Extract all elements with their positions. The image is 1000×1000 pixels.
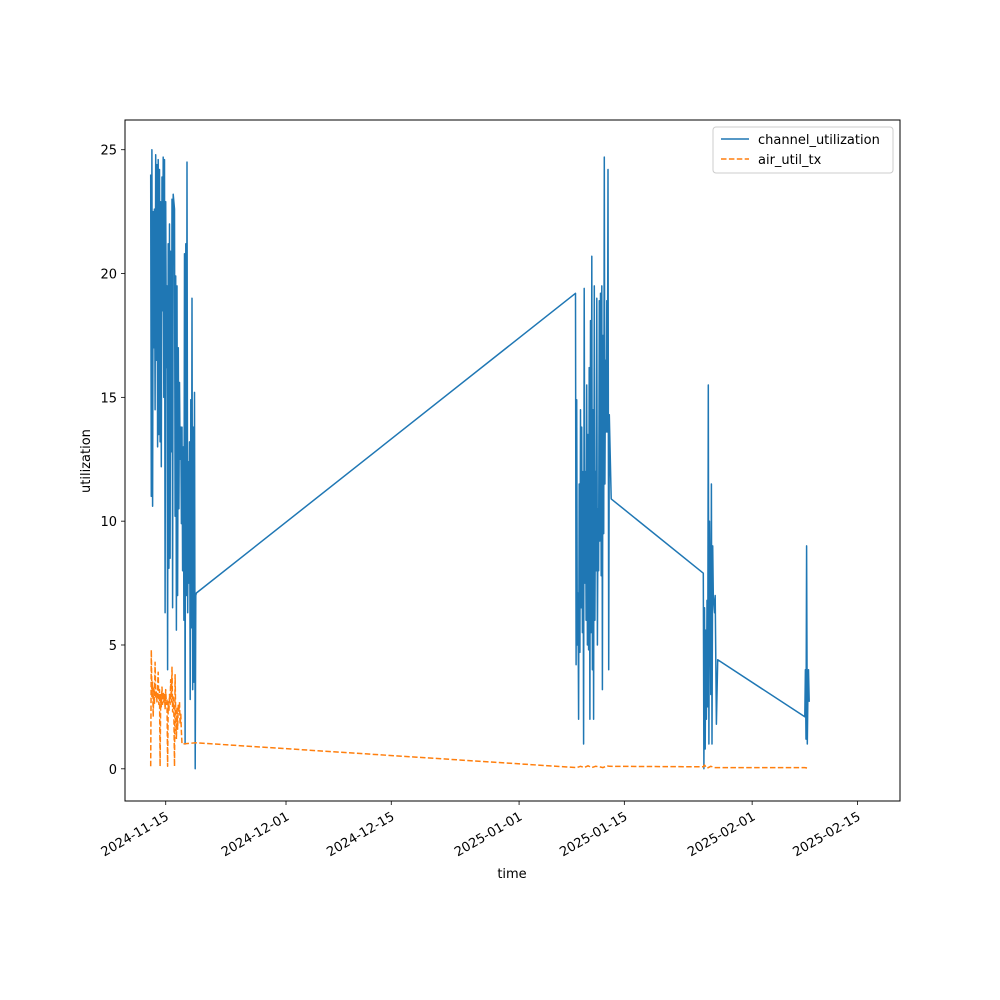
plot-area bbox=[149, 148, 810, 770]
x-tick-label: 2024-11-15 bbox=[99, 809, 172, 860]
x-tick-label: 2024-12-01 bbox=[219, 809, 292, 860]
y-tick-label: 20 bbox=[100, 268, 117, 283]
x-axis-ticks: 2024-11-15 2024-12-01 2024-12-15 2025-01-01… bbox=[99, 801, 863, 860]
y-axis-label: utilization bbox=[79, 429, 94, 493]
axes-frame bbox=[124, 119, 901, 802]
y-tick-label: 0 bbox=[109, 763, 117, 778]
legend-label-air-util-tx: air_util_tx bbox=[758, 153, 822, 168]
x-tick-label: 2025-01-01 bbox=[452, 809, 525, 860]
x-tick-label: 2025-01-15 bbox=[557, 809, 630, 860]
legend-box bbox=[712, 126, 894, 174]
y-tick-label: 10 bbox=[100, 515, 117, 530]
x-tick-label: 2025-02-15 bbox=[790, 809, 863, 860]
x-axis-label: time bbox=[497, 867, 526, 882]
series-line-air-util-tx bbox=[149, 649, 810, 770]
series-line-channel-utilization bbox=[149, 148, 810, 770]
y-tick-label: 5 bbox=[109, 639, 117, 654]
y-tick-label: 15 bbox=[100, 391, 117, 406]
x-tick-label: 2025-02-01 bbox=[685, 809, 758, 860]
y-axis-ticks: 0 5 10 15 20 25 bbox=[100, 144, 125, 778]
legend-label-channel-utilization: channel_utilization bbox=[758, 133, 880, 148]
y-tick-label: 25 bbox=[100, 144, 117, 159]
legend: channel_utilization air_util_tx bbox=[712, 126, 894, 174]
x-tick-label: 2024-12-15 bbox=[324, 809, 397, 860]
